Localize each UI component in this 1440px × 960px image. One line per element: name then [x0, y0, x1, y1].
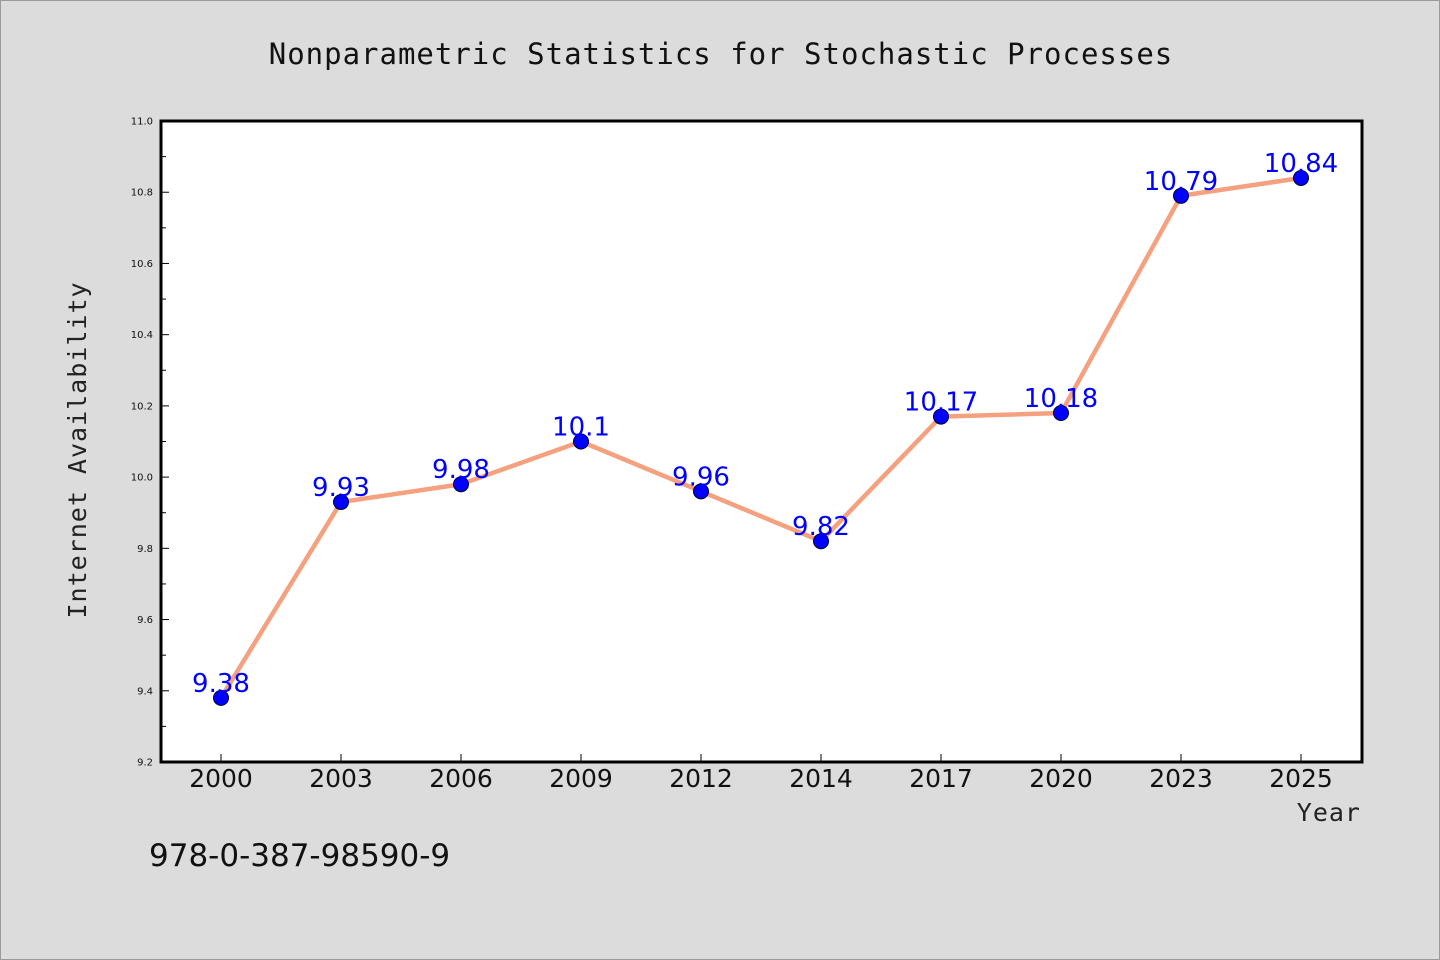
- x-tick-label: 2017: [909, 764, 973, 793]
- y-tick-label: 11.0: [131, 117, 153, 128]
- y-axis-ticks: 9.2 9.4 9.6 9.8 10.0 10.2 10.4 10.6 10.8 11.0: [131, 117, 169, 769]
- data-label: 9.98: [432, 455, 490, 485]
- data-point: [1053, 405, 1069, 422]
- data-point: [1173, 187, 1189, 204]
- y-tick-label: 10.2: [131, 401, 153, 412]
- y-tick-label: 9.8: [137, 544, 153, 555]
- x-tick-label: 2012: [669, 764, 733, 793]
- data-label: 9.93: [312, 473, 370, 503]
- isbn-text: 978-0-387-98590-9: [149, 838, 450, 874]
- data-markers: [213, 169, 1309, 706]
- data-point: [453, 476, 469, 493]
- x-tick-label: 2014: [789, 764, 853, 793]
- y-tick-label: 9.6: [137, 615, 153, 626]
- x-tick-label: 2000: [189, 764, 253, 793]
- x-tick-label: 2025: [1269, 764, 1333, 793]
- data-point: [573, 433, 589, 450]
- y-tick-label: 10.0: [131, 473, 153, 484]
- data-label: 10.17: [904, 388, 978, 418]
- data-label: 9.38: [192, 669, 250, 699]
- data-point: [333, 494, 349, 511]
- data-label: 10.84: [1264, 149, 1338, 179]
- data-label: 9.82: [792, 512, 850, 542]
- x-axis-label: Year: [1297, 798, 1361, 827]
- y-tick-label: 9.2: [137, 758, 153, 769]
- data-label: 9.96: [672, 462, 730, 492]
- x-axis-ticks: 2000 2003 2006 2009 2012 2014 2017 2020 2023 2025: [189, 754, 1333, 793]
- series-line: [218, 175, 1304, 701]
- x-tick-label: 2023: [1149, 764, 1213, 793]
- y-tick-label: 10.4: [131, 330, 153, 341]
- plot-border: [159, 119, 1364, 764]
- x-tick-label: 2009: [549, 764, 613, 793]
- chart-title: Nonparametric Statistics for Stochastic …: [269, 37, 1174, 71]
- x-tick-label: 2003: [309, 764, 373, 793]
- y-axis-label: Internet Availability: [63, 281, 92, 618]
- x-tick-label: 2020: [1029, 764, 1093, 793]
- data-label: 10.18: [1024, 384, 1098, 414]
- y-tick-label: 10.6: [131, 259, 153, 270]
- data-point: [813, 533, 829, 550]
- x-tick-label: 2006: [429, 764, 493, 793]
- y-tick-label: 9.4: [137, 686, 153, 697]
- data-point: [1293, 169, 1309, 186]
- data-point: [693, 483, 709, 500]
- y-tick-label: 10.8: [131, 188, 153, 199]
- plot-area: [161, 121, 1362, 762]
- data-label: 10.1: [552, 413, 610, 443]
- data-label: 10.79: [1144, 167, 1218, 197]
- data-point: [933, 408, 949, 425]
- data-point: [213, 689, 229, 706]
- data-labels: 9.38 9.93 9.98 10.1 9.96 9.82 10.17 10.18 10.79 1…: [192, 149, 1338, 699]
